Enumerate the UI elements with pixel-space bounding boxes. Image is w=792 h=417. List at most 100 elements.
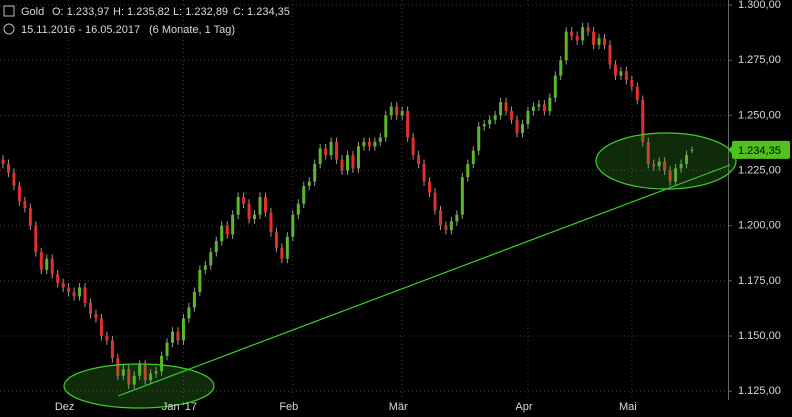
candle-body xyxy=(12,172,16,186)
candle-body xyxy=(646,141,650,164)
candle-body xyxy=(61,283,65,288)
candle-body xyxy=(231,214,235,235)
candle-body xyxy=(449,221,453,231)
candle-body xyxy=(384,115,388,138)
candle-body xyxy=(537,104,541,107)
candle-body xyxy=(242,197,246,204)
candle-body xyxy=(105,336,109,341)
candle-body xyxy=(313,163,317,182)
candle-body xyxy=(6,163,10,173)
candle-body xyxy=(78,287,82,297)
candle-body xyxy=(72,291,76,297)
candle-body xyxy=(187,307,191,319)
candle-body xyxy=(121,369,125,376)
y-tick-label: 1.175,00 xyxy=(738,275,781,287)
candle-body xyxy=(23,201,27,209)
candle-body xyxy=(225,225,229,235)
candle-body xyxy=(165,342,169,356)
candle-body xyxy=(274,232,278,248)
candle-body xyxy=(679,163,683,169)
candle-body xyxy=(624,71,628,81)
candle-body xyxy=(619,71,623,76)
header: Gold O: 1.233,97 H: 1.235,82 L: 1.232,89… xyxy=(3,5,290,36)
candle-body xyxy=(471,150,475,164)
candle-body xyxy=(346,155,349,171)
candle-body xyxy=(581,27,585,41)
candle-body xyxy=(422,163,426,182)
candle-body xyxy=(613,64,617,76)
candle-body xyxy=(460,177,464,215)
candle-body xyxy=(280,247,284,259)
x-tick-label: Apr xyxy=(515,401,532,413)
candles xyxy=(1,22,694,389)
last-price-label: 1.234,35 xyxy=(738,145,781,157)
candle-body xyxy=(307,181,311,186)
candle-body xyxy=(132,375,136,385)
trend-line xyxy=(117,164,731,397)
candle-body xyxy=(253,214,257,220)
candle-body xyxy=(50,258,54,275)
candle-body xyxy=(657,161,661,167)
candle-body xyxy=(477,126,481,151)
candle-body xyxy=(192,291,196,308)
candle-body xyxy=(181,318,185,341)
candle-body xyxy=(641,99,645,142)
candle-body xyxy=(116,358,120,376)
candle-body xyxy=(411,137,415,156)
candle-body xyxy=(378,137,382,142)
candle-body xyxy=(367,141,371,147)
candle-body xyxy=(433,192,437,211)
candle-body xyxy=(499,102,503,116)
candle-body xyxy=(324,148,328,156)
candle-body xyxy=(455,214,459,222)
candle-body xyxy=(548,97,552,111)
candle-body xyxy=(510,110,514,120)
candle-body xyxy=(45,258,49,270)
x-tick-label: Dez xyxy=(55,401,75,413)
candle-body xyxy=(83,287,87,303)
candle-body xyxy=(428,181,432,193)
candle-body xyxy=(149,373,153,381)
candle-body xyxy=(1,159,5,164)
candle-body xyxy=(99,318,103,337)
instrument: Gold xyxy=(21,6,44,18)
last-price-box xyxy=(732,140,790,159)
candle-body xyxy=(417,155,421,164)
candle-body xyxy=(94,313,98,319)
date-range: 15.11.2016 - 16.05.2017 xyxy=(21,24,140,36)
candle-body xyxy=(406,110,410,138)
candle-body xyxy=(635,86,639,100)
candle-body xyxy=(34,225,38,253)
candle-body xyxy=(592,31,596,45)
candle-body xyxy=(171,331,175,343)
candle-body xyxy=(531,106,535,111)
candle-body xyxy=(608,44,612,65)
candle-body xyxy=(127,369,131,385)
candle-body xyxy=(335,141,339,160)
period: (6 Monate, 1 Tag) xyxy=(149,24,235,36)
x-tick-label: Feb xyxy=(279,401,298,413)
candle-body xyxy=(493,115,497,120)
candle-body xyxy=(138,364,142,376)
candle-body xyxy=(597,38,601,45)
highlight-ellipse xyxy=(63,363,215,409)
candle-body xyxy=(154,371,158,374)
candle-body xyxy=(652,163,656,167)
candle-body xyxy=(220,225,224,242)
x-tick-label: Mär xyxy=(389,401,408,413)
candle-body xyxy=(356,146,360,169)
candle-body xyxy=(160,355,164,372)
candle-body xyxy=(110,340,114,359)
candle-body xyxy=(269,212,273,233)
candle-body xyxy=(575,35,579,41)
close-label: C: 1.234,35 xyxy=(233,6,290,18)
last-price-pointer xyxy=(728,144,733,155)
candle-body xyxy=(329,141,333,156)
candle-body xyxy=(203,265,207,270)
candle-body xyxy=(482,124,486,127)
candle-body xyxy=(56,274,60,284)
candle-body xyxy=(674,168,678,182)
x-tick-label: Mai xyxy=(619,401,637,413)
candle-body xyxy=(236,197,240,215)
candle-body xyxy=(542,104,546,111)
